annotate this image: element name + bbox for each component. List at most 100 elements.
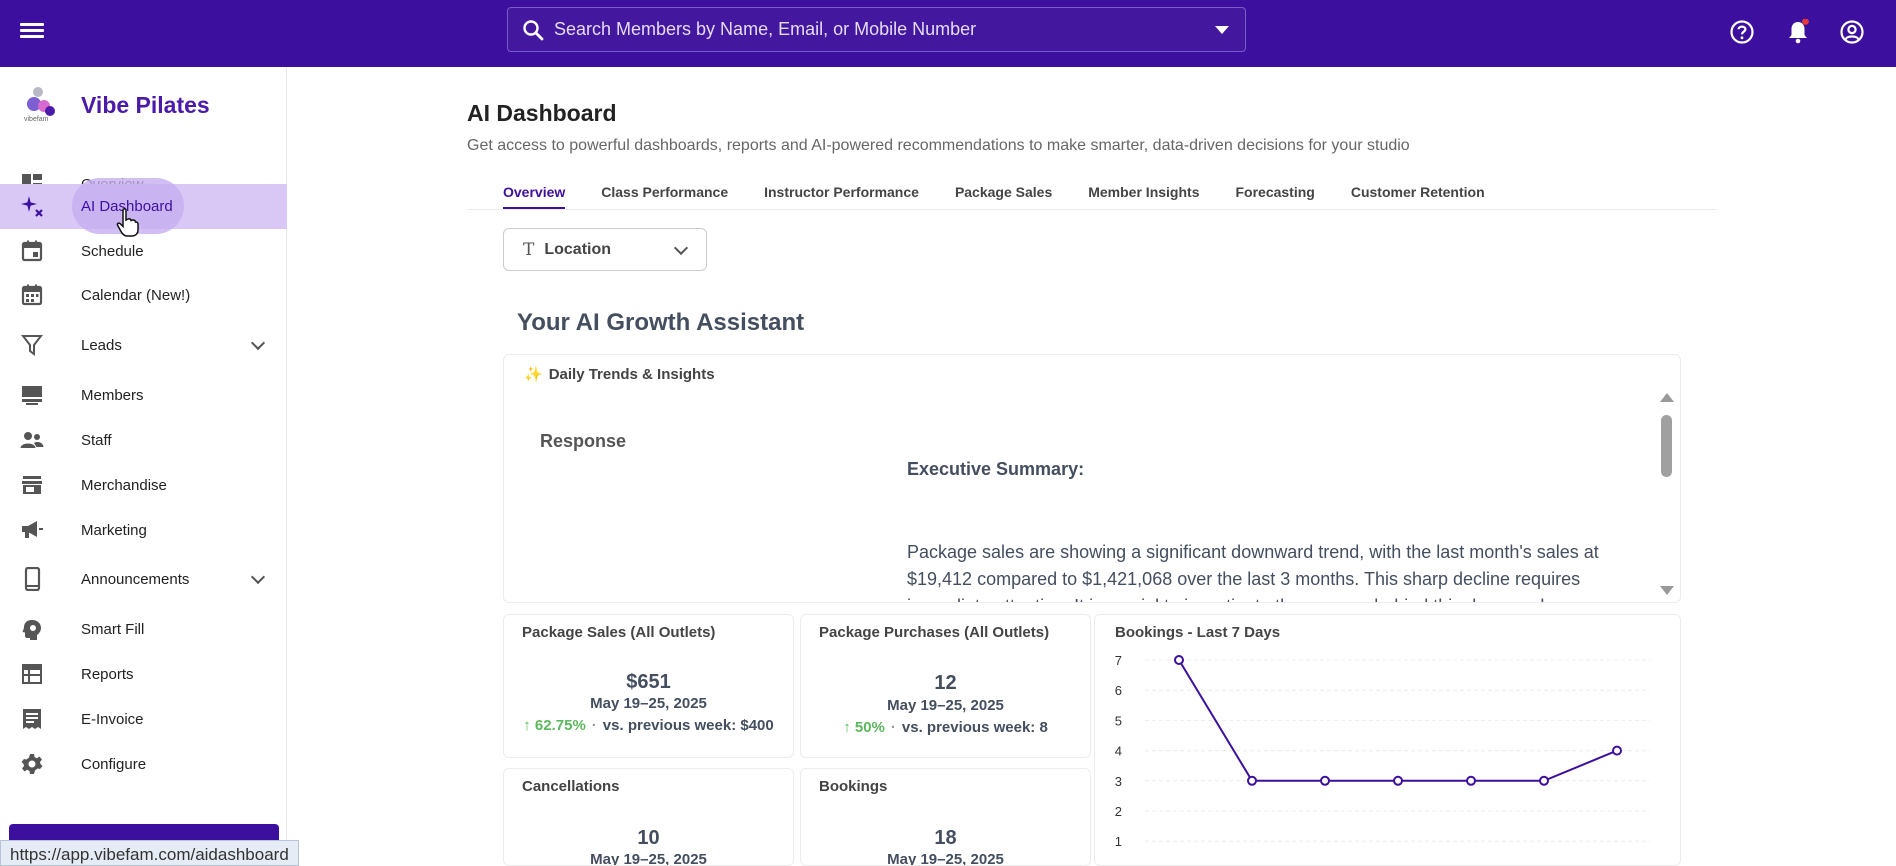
brand[interactable]: vibefam Vibe Pilates [20,85,210,125]
y-tick-label: 4 [1115,744,1122,759]
chart-title: Bookings - Last 7 Days [1115,624,1281,641]
sidebar-item-marketing[interactable]: Marketing [0,508,287,552]
insights-scrollbar[interactable] [1656,393,1678,599]
arrow-up-icon: ↑ [843,719,851,736]
sidebar-item-staff[interactable]: Staff [0,418,287,462]
sidebar-item-merchandise[interactable]: Merchandise [0,463,287,507]
chevron-down-icon[interactable] [1215,25,1229,34]
card-value: 12 [934,672,957,694]
sparkles-icon: ✨ [524,366,543,383]
separator-dot: · [591,717,597,734]
table-icon [20,662,44,686]
sidebar-item-label: Smart Fill [81,620,145,638]
y-tick-label: 6 [1115,683,1122,698]
sidebar-item-announcements[interactable]: Announcements [0,557,287,601]
data-point [1393,775,1403,786]
card-title: Package Sales (All Outlets) [522,624,716,641]
tab-package-sales[interactable]: Package Sales [954,184,1053,200]
data-point [1539,775,1549,786]
change-percent: 62.75% [534,717,586,734]
tab-overview[interactable]: Overview [503,177,566,209]
chevron-down-icon[interactable] [250,569,266,585]
y-tick-label: 1 [1115,834,1122,849]
sidebar-item-label: Schedule [81,242,144,260]
bell-icon[interactable] [1785,18,1811,45]
sidebar-item-leads[interactable]: Leads [0,323,287,367]
brand-logo: vibefam [20,85,60,125]
tab-forecasting[interactable]: Forecasting [1235,184,1315,200]
insights-heading: ✨ Daily Trends & Insights [524,365,715,383]
scroll-up-arrow-icon[interactable] [1660,393,1674,402]
summary-body: Package sales are showing a significant … [907,542,1599,602]
sidebar-item-configure[interactable]: Configure [0,742,287,786]
comparison-text: vs. previous week: $400 [602,717,774,734]
y-tick-label: 0 [1115,864,1122,866]
gear-icon [20,752,44,776]
insights-card: ✨ Daily Trends & Insights Response Execut… [503,354,1681,603]
chevron-down-icon[interactable] [250,335,266,351]
sidebar-item-e-invoice[interactable]: E-Invoice [0,697,287,741]
chevron-down-icon [673,240,689,256]
menu-icon[interactable] [20,20,44,44]
brand-name: Vibe Pilates [81,91,210,118]
sidebar-item-smart-fill[interactable]: Smart Fill [0,607,287,651]
location-select[interactable]: T Location [503,228,707,271]
search-icon [522,19,544,41]
separator-dot: · [890,719,896,736]
sidebar-item-schedule[interactable]: Schedule [0,229,287,273]
assistant-title: Your AI Growth Assistant [517,309,805,336]
sidebar-item-members[interactable]: Members [0,373,287,417]
help-icon[interactable] [1729,19,1755,45]
sparkle-icon [20,195,44,219]
tab-member-insights[interactable]: Member Insights [1088,184,1200,200]
members-icon [20,383,44,407]
top-bar [0,0,1896,67]
sidebar-item-label: Merchandise [81,476,167,494]
bookings-card: Bookings 18 May 19–25, 2025 [800,768,1091,866]
sidebar-item-label: Staff [81,431,112,449]
y-tick-label: 3 [1115,774,1122,789]
tab-instructor-performance[interactable]: Instructor Performance [764,184,919,200]
sidebar-item-label: Reports [81,665,134,683]
funnel-icon [20,333,44,357]
staff-icon [20,428,44,452]
search-input[interactable] [554,19,1215,40]
calendar-icon [20,239,44,263]
sidebar-item-calendar[interactable]: Calendar (New!) [0,273,287,317]
tab-class-performance[interactable]: Class Performance [601,184,729,200]
sidebar-item-label: AI Dashboard [81,198,173,215]
data-point [1174,655,1184,665]
package-sales-card: Package Sales (All Outlets) $651 May 19–… [503,614,794,758]
cancellations-card: Cancellations 10 May 19–25, 2025 [503,768,794,866]
bookings-line-chart: 7 6 5 4 3 2 1 0 [1115,653,1650,866]
sidebar-item-ai-dashboard[interactable]: AI Dashboard [0,178,287,237]
data-point [1247,775,1257,786]
card-date: May 19–25, 2025 [590,695,707,712]
sidebar-item-label: Leads [81,336,122,354]
page-title: AI Dashboard [467,100,617,126]
card-value: 18 [934,827,957,849]
sidebar-item-label: Calendar (New!) [81,286,191,304]
scroll-down-arrow-icon[interactable] [1660,586,1674,595]
text-type-icon: T [523,239,535,260]
logo-wordmark: vibefam [24,116,49,123]
card-value: 10 [637,827,660,849]
y-tick-label: 5 [1115,713,1122,728]
scrollbar-thumb[interactable] [1661,415,1672,477]
tab-customer-retention[interactable]: Customer Retention [1350,184,1485,200]
tabs-divider [467,209,1717,210]
y-tick-label: 2 [1115,804,1122,819]
card-title: Bookings [819,778,888,795]
member-search[interactable] [507,7,1246,52]
card-comparison: ↑ 50% · vs. previous week: 8 [801,719,1090,736]
status-url: https://app.vibefam.com/aidashboard [0,840,299,866]
receipt-icon [20,707,44,731]
sidebar-item-label: Members [81,386,144,404]
page-subtitle: Get access to powerful dashboards, repor… [467,137,1410,154]
account-icon[interactable] [1839,19,1865,45]
card-title: Package Purchases (All Outlets) [819,624,1050,641]
data-point [1612,745,1622,756]
sidebar-item-label: E-Invoice [81,710,144,728]
sidebar-item-reports[interactable]: Reports [0,652,287,696]
data-point [1320,775,1330,786]
